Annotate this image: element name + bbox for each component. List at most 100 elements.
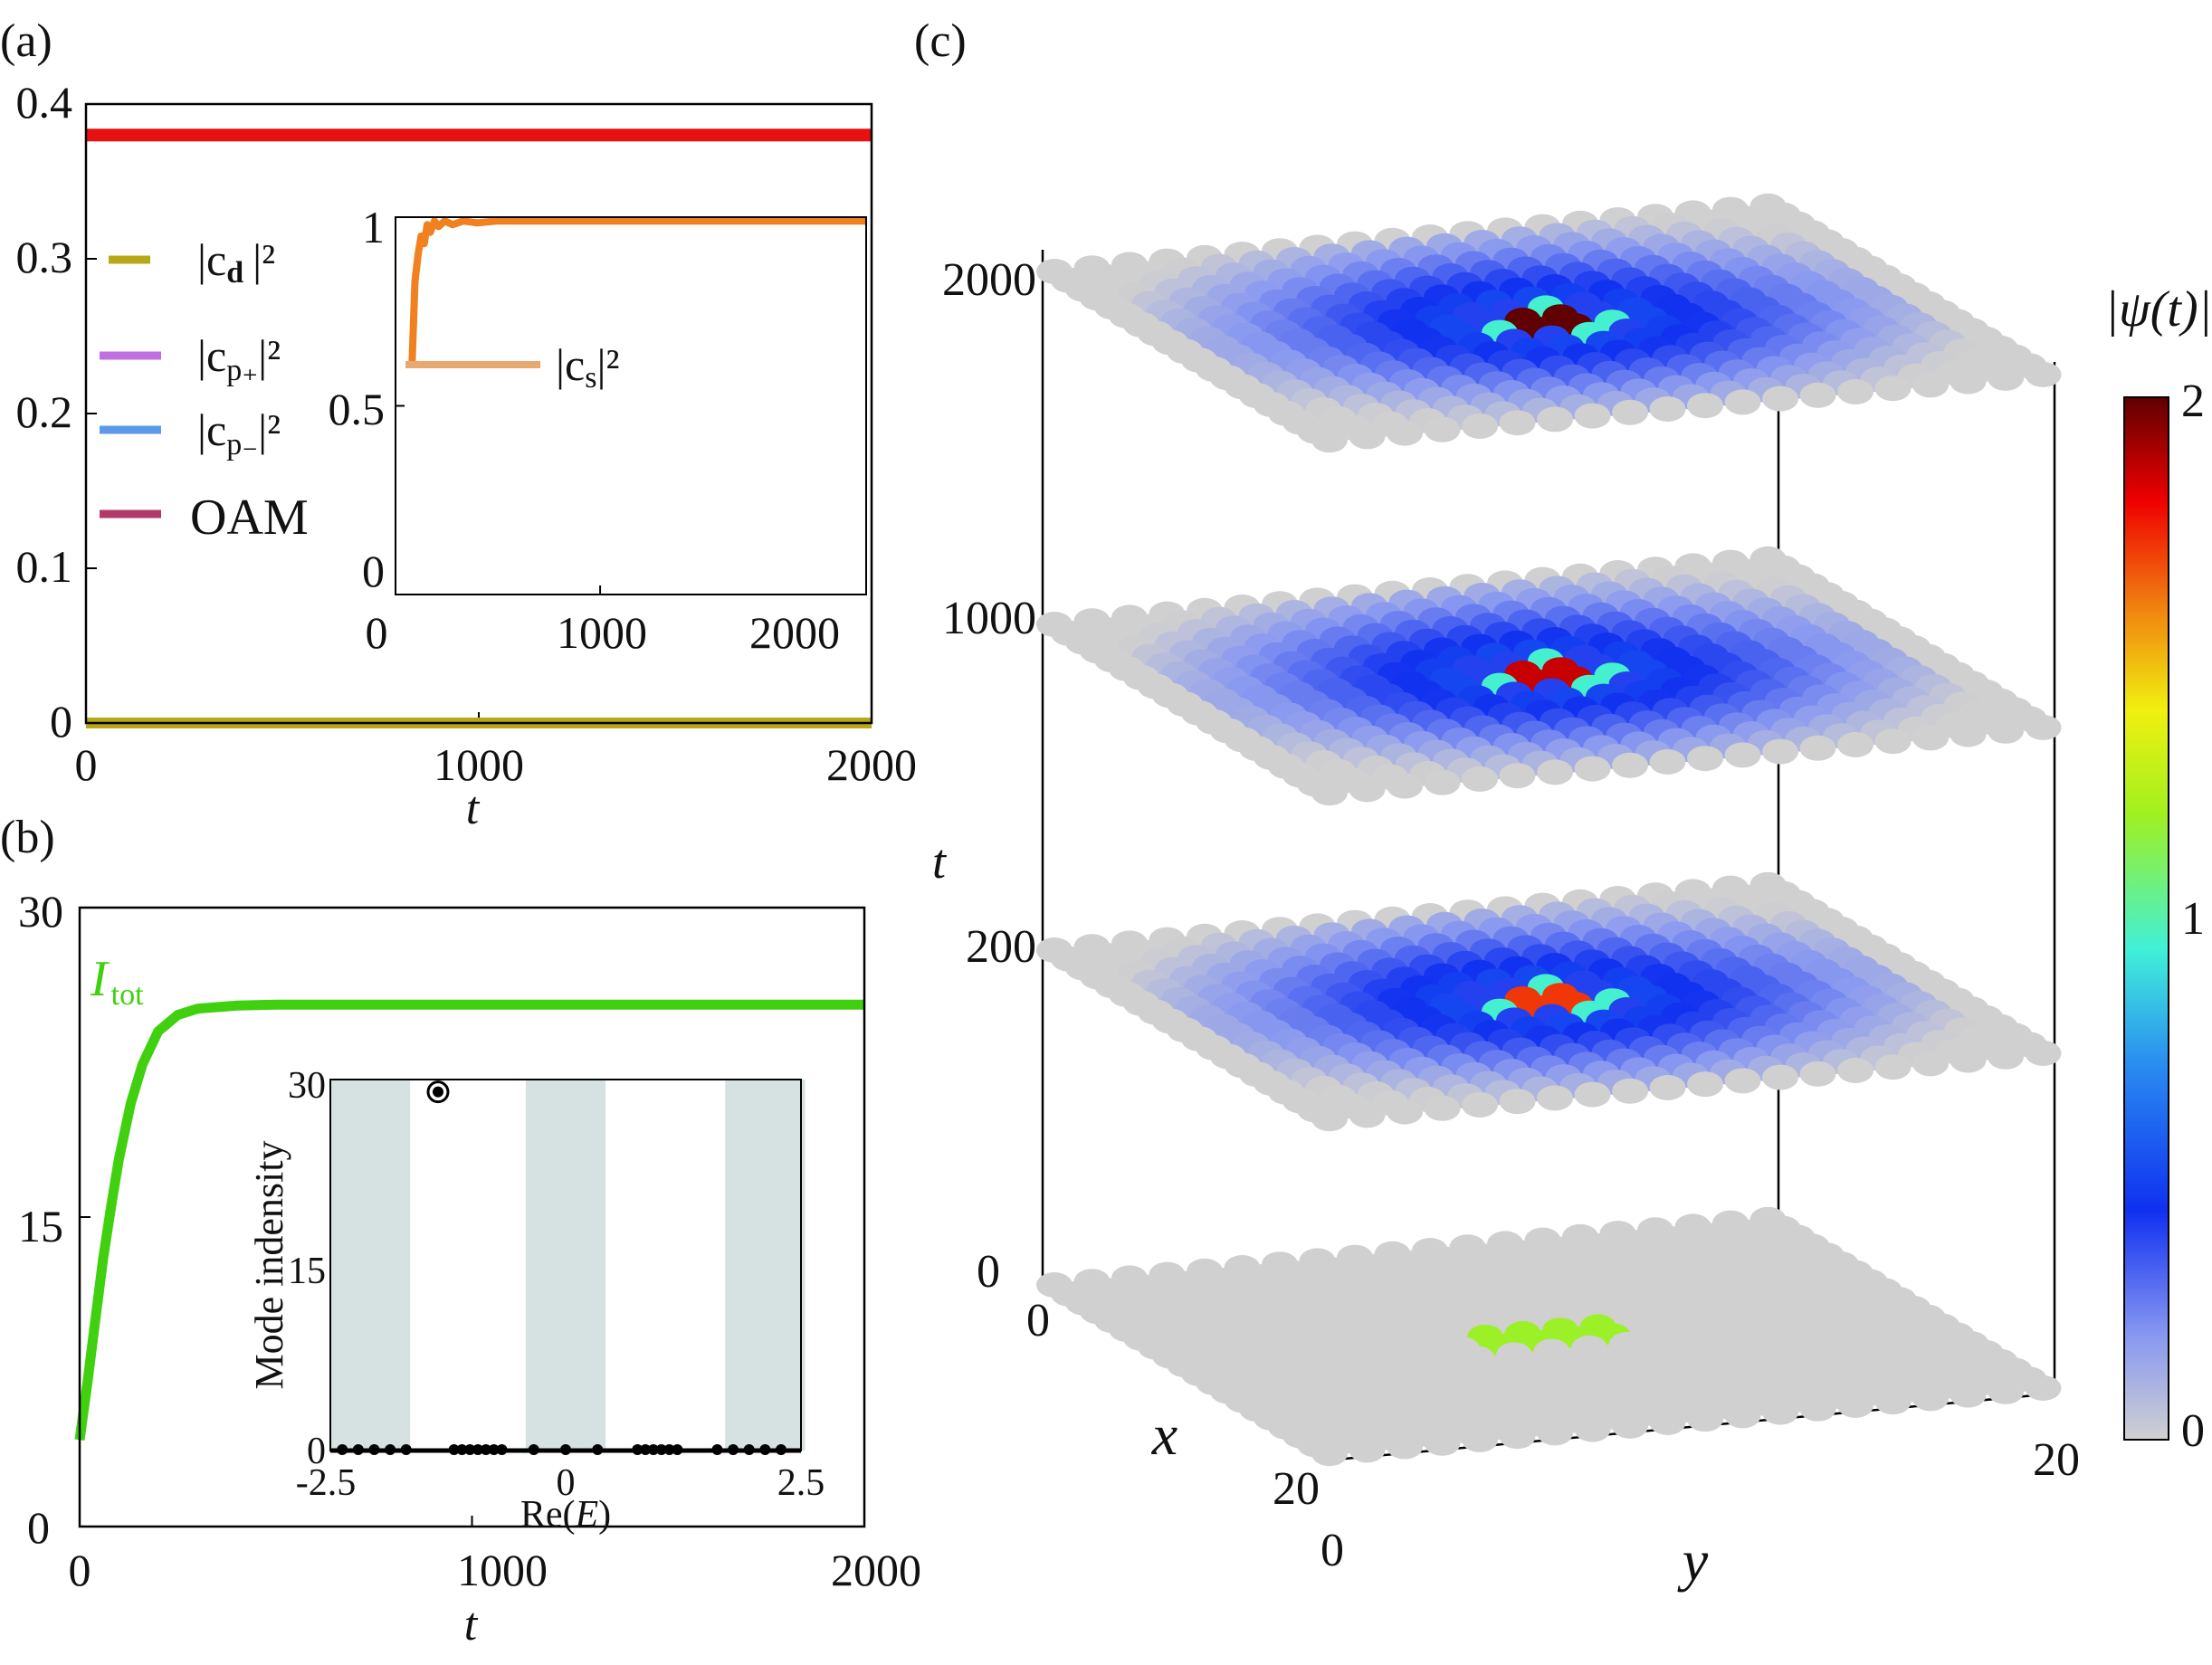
inset-b-ytick-30: 30 bbox=[288, 1065, 326, 1107]
lattice-layer-t-1000 bbox=[1036, 546, 2062, 806]
b-ytick-30: 30 bbox=[18, 886, 63, 937]
panel-a-inset: 1 0.5 0 0 1000 2000 |cs|² bbox=[329, 202, 867, 658]
legend-label-cpminus: |cp₋|² bbox=[197, 404, 281, 461]
lattice-site-t0-19-17 bbox=[1950, 1382, 1987, 1408]
a-ytick-1: 0.1 bbox=[16, 541, 73, 592]
c-t-axis-label: t bbox=[932, 834, 948, 889]
lattice-site-t1000-19-5 bbox=[1499, 763, 1536, 789]
c-ytick-0: 0 bbox=[1321, 1525, 1344, 1576]
inset-a-xtick-1: 1000 bbox=[557, 607, 647, 658]
lattice-site-t200-19-13 bbox=[1799, 1061, 1836, 1087]
c-xtick-20: 20 bbox=[1273, 1463, 1320, 1515]
lattice-layer-t-0 bbox=[1036, 1206, 2062, 1467]
inset-b-y-axis-label: Mode indensity bbox=[247, 1141, 291, 1390]
inset-a-frame bbox=[395, 216, 867, 595]
legend-label-oam: OAM bbox=[190, 490, 309, 546]
lattice-site-t200-19-11 bbox=[1724, 1068, 1761, 1094]
c-ttick-200: 200 bbox=[966, 921, 1036, 973]
inset-b-gap-band-1 bbox=[525, 1080, 606, 1451]
series-line-itot bbox=[74, 999, 864, 1441]
lattice-site-t200-19-2 bbox=[1387, 1099, 1423, 1125]
panel-a-label: (a) bbox=[0, 15, 52, 67]
lattice-site-t0-19-10 bbox=[1687, 1406, 1723, 1432]
inset-b-xtick-0: 0 bbox=[557, 1462, 576, 1504]
inset-b-frame bbox=[329, 1079, 802, 1451]
lattice-site-t1000-19-2 bbox=[1387, 773, 1423, 799]
lattice-site-t2000-19-10 bbox=[1687, 393, 1723, 419]
panel-b-frame bbox=[78, 906, 866, 1528]
lattice-site-t2000-19-15 bbox=[1874, 376, 1912, 402]
panel-b-marks bbox=[74, 999, 864, 1527]
lattice-site-t0-19-3 bbox=[1424, 1430, 1461, 1456]
lattice-site-t200-19-9 bbox=[1649, 1075, 1686, 1100]
lattice-site-t1000-19-18 bbox=[1988, 718, 2024, 744]
lattice-site-t200-19-7 bbox=[1574, 1081, 1611, 1108]
lattice-site-t200-19-5 bbox=[1499, 1089, 1536, 1115]
lattice-site-t2000-19-14 bbox=[1837, 379, 1874, 404]
lattice-site-t2000-19-6 bbox=[1537, 406, 1573, 433]
lattice-layer-t-200 bbox=[1036, 871, 2062, 1132]
inset-a-xtick-0: 0 bbox=[366, 607, 388, 658]
lattice-site-t1000-19-0 bbox=[1311, 780, 1348, 806]
inset-a-ytick-1: 1 bbox=[362, 202, 385, 252]
lattice-site-t1000-19-8 bbox=[1612, 752, 1648, 778]
a-ytick-4: 0.4 bbox=[16, 77, 73, 128]
lattice-site-t2000-19-4 bbox=[1462, 414, 1498, 439]
colorbar-gradient bbox=[2123, 396, 2169, 1441]
lattice-site-t1000-19-1 bbox=[1349, 776, 1386, 803]
lattice-site-t0-19-9 bbox=[1649, 1410, 1686, 1435]
a-xtick-1: 1000 bbox=[434, 739, 524, 790]
lattice-site-t0-19-2 bbox=[1387, 1433, 1423, 1460]
a-ytick-2: 0.2 bbox=[16, 386, 73, 437]
lattice-site-t2000-19-17 bbox=[1950, 368, 1987, 395]
lattice-site-t2000-19-9 bbox=[1649, 396, 1686, 422]
lattice-site-t1000-19-13 bbox=[1799, 735, 1836, 761]
b-xtick-2: 2000 bbox=[831, 1545, 921, 1595]
inset-b-point-highlight bbox=[432, 1086, 443, 1098]
panel-a-legend: |cd |² |cp₊|² |cp₋|² OAM bbox=[100, 234, 309, 546]
colorbar-label: |ψ(t)| bbox=[2105, 281, 2212, 338]
lattice-site-t0-19-11 bbox=[1724, 1403, 1761, 1429]
lattice-site-t200-19-18 bbox=[1988, 1043, 2024, 1070]
inset-b-ytick-15: 15 bbox=[288, 1251, 326, 1292]
panel-b-label: (b) bbox=[0, 812, 55, 863]
lattice-site-t200-19-15 bbox=[1874, 1054, 1912, 1080]
lattice-site-t0-19-5 bbox=[1499, 1423, 1536, 1450]
lattice-site-t1000-19-17 bbox=[1950, 721, 1987, 747]
lattice-site-t2000-19-16 bbox=[1912, 372, 1949, 398]
inset-a-background bbox=[396, 217, 866, 595]
lattice-site-t200-19-16 bbox=[1912, 1051, 1949, 1077]
lattice-site-t2000-19-11 bbox=[1724, 389, 1761, 415]
lattice-site-t200-19-4 bbox=[1462, 1092, 1498, 1118]
panel-a-frame bbox=[84, 102, 873, 725]
lattice-site-t1000-19-14 bbox=[1837, 732, 1874, 757]
c-ttick-1000: 1000 bbox=[942, 593, 1036, 644]
lattice-site-t2000-19-13 bbox=[1799, 382, 1836, 408]
lattice-site-t200-19-3 bbox=[1424, 1095, 1461, 1121]
lattice-site-t0-19-8 bbox=[1612, 1413, 1648, 1439]
lattice-site-t0-19-19 bbox=[2025, 1375, 2062, 1401]
inset-b-gap-band-0 bbox=[330, 1080, 411, 1451]
lattice-site-t0-19-13 bbox=[1799, 1395, 1836, 1422]
lattice-site-t200-19-10 bbox=[1687, 1071, 1723, 1098]
lattice-layer-t-2000 bbox=[1036, 193, 2062, 453]
lattice-site-t200-19-8 bbox=[1612, 1078, 1648, 1104]
c-y-axis-label: y bbox=[1677, 1528, 1709, 1593]
lattice-site-t200-19-12 bbox=[1762, 1064, 1798, 1090]
a-x-axis-label: t bbox=[466, 783, 481, 834]
c-ttick-0: 0 bbox=[977, 1246, 1000, 1298]
b-ytick-0: 0 bbox=[27, 1502, 50, 1553]
a-xtick-2: 2000 bbox=[826, 739, 917, 790]
inset-b-xtick-neg: -2.5 bbox=[296, 1462, 357, 1504]
lattice-site-t0-19-0 bbox=[1311, 1441, 1348, 1467]
panel-c: (c) 2000 1000 200 0 t 0 20 0 20 x y bbox=[914, 15, 2212, 1593]
lattice-site-t1000-19-7 bbox=[1574, 756, 1611, 782]
lattice-site-t0-19-12 bbox=[1762, 1399, 1798, 1425]
inset-a-xtick-2: 2000 bbox=[749, 607, 840, 658]
lattice-site-t0-19-14 bbox=[1837, 1393, 1874, 1418]
lattice-site-t1000-19-10 bbox=[1687, 746, 1723, 772]
lattice-site-t2000-19-3 bbox=[1424, 416, 1461, 442]
lattice-site-t1000-19-11 bbox=[1724, 742, 1761, 768]
